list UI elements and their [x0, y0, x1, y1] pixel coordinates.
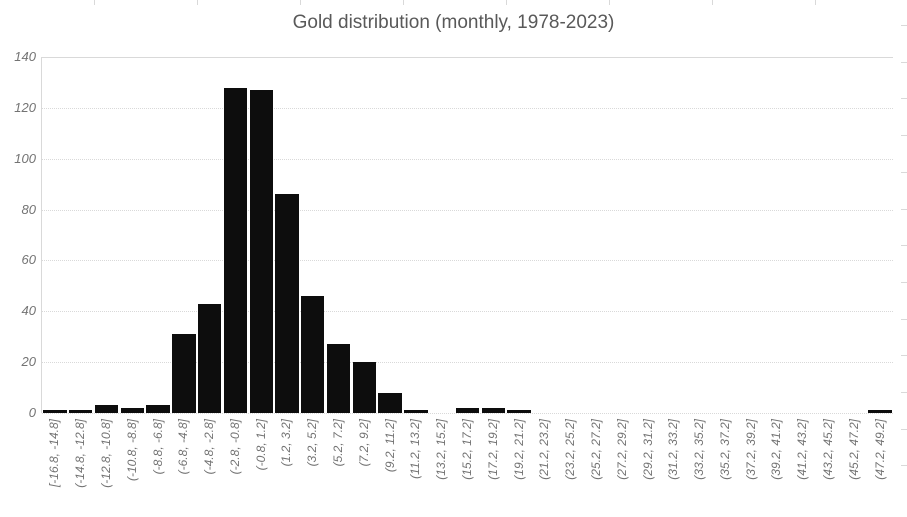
top-edge-tick [197, 0, 198, 5]
x-axis-tick-label: (-14.8, -12.8] [73, 419, 88, 488]
x-axis-tick-label: (7.2, 9.2] [356, 419, 371, 467]
x-axis-tick-label: (-4.8, -2.8] [202, 419, 217, 475]
x-axis-tick-label: (43.2, 45.2] [821, 419, 836, 480]
x-axis-tick-label: [-16.8, -14.8] [47, 419, 62, 488]
x-axis-tick-label: (-12.8, -10.8] [98, 419, 113, 488]
histogram-bar[interactable] [249, 90, 273, 413]
right-edge-tick [901, 245, 907, 247]
x-axis-tick-label: (39.2, 41.2] [769, 419, 784, 480]
x-axis-tick-label: (15.2, 17.2] [460, 419, 474, 480]
top-edge-tick [609, 0, 610, 5]
top-edge-tick [506, 0, 507, 5]
x-axis-tick-label: (21.2, 23.2] [537, 419, 552, 480]
x-axis-tick-label: (31.2, 33.2] [666, 419, 681, 480]
histogram-bar[interactable] [404, 410, 428, 413]
x-axis-tick-label: (-10.8, -8.8] [124, 419, 139, 482]
top-edge-tick [815, 0, 816, 5]
right-edge-tick [901, 25, 907, 26]
x-axis-tick-label: (3.2, 5.2] [305, 419, 320, 467]
histogram-bar[interactable] [455, 407, 480, 413]
right-edge-tick [901, 465, 907, 467]
top-edge-tick [403, 0, 404, 5]
histogram-bar[interactable] [378, 392, 402, 413]
histogram-bar[interactable] [352, 362, 377, 413]
x-axis-tick-label: (27.2, 29.2] [614, 419, 629, 480]
chart-title: Gold distribution (monthly, 1978-2023) [292, 12, 615, 33]
histogram-bar[interactable] [43, 410, 67, 413]
gridline [42, 57, 893, 58]
gridline [42, 413, 893, 414]
histogram-bar[interactable] [507, 410, 531, 413]
right-edge-tick [901, 392, 907, 393]
x-axis-tick-label: (41.2, 43.2] [795, 419, 810, 480]
top-edge-tick [712, 0, 713, 5]
histogram-bar[interactable] [223, 87, 248, 413]
histogram-bar[interactable] [172, 334, 196, 413]
x-axis-tick-label: (17.2, 19.2] [485, 419, 500, 480]
top-edge-tick [300, 0, 301, 5]
right-edge-tick [901, 61, 907, 63]
gridline [42, 107, 893, 109]
x-axis-tick-label: (33.2, 35.2] [692, 419, 707, 480]
right-edge-tick [901, 98, 907, 100]
y-axis-tick-label: 20 [21, 354, 36, 370]
x-axis-tick-label: (45.2, 47.2] [846, 419, 861, 480]
right-edge-tick [901, 318, 907, 320]
x-axis-tick-label: (-2.8, -0.8] [227, 419, 242, 475]
right-edge-tick [901, 171, 907, 173]
x-axis-tick-label: (-8.8, -6.8] [150, 419, 165, 475]
x-axis-tick-label: (35.2, 37.2] [717, 419, 732, 480]
gridline [42, 362, 893, 364]
y-axis-tick-label: 100 [14, 150, 36, 166]
histogram-bar[interactable] [481, 407, 505, 413]
histogram-bar[interactable] [275, 194, 299, 413]
histogram-bar[interactable] [301, 296, 325, 413]
right-edge-tick [901, 135, 907, 137]
right-edge-tick [901, 428, 907, 430]
gridline [42, 260, 893, 262]
x-axis-tick-label: (11.2, 13.2] [408, 419, 423, 479]
x-axis-tick-label: (29.2, 31.2] [640, 419, 655, 480]
histogram-bar[interactable] [197, 303, 222, 413]
x-axis-tick-label: (37.2, 39.2] [743, 419, 758, 480]
y-axis-tick-label: 60 [21, 252, 36, 268]
gridline [42, 158, 893, 160]
x-axis-tick-label: (25.2, 27.2] [588, 419, 603, 480]
x-axis-tick-label: (5.2, 7.2] [331, 419, 346, 467]
top-edge-tick [94, 0, 95, 5]
x-axis-tick-label: (47.2, 49.2] [872, 419, 887, 480]
x-axis-tick-label: (23.2, 25.2] [563, 419, 578, 480]
y-axis-tick-label: 140 [14, 49, 36, 64]
gridline [42, 209, 893, 211]
right-edge-tick [901, 208, 907, 210]
x-axis-tick-label: (13.2, 15.2] [434, 419, 449, 480]
x-axis-tick-label: (-0.8, 1.2] [253, 419, 268, 471]
y-axis-tick-label: 80 [21, 201, 36, 217]
histogram-bar[interactable] [326, 344, 351, 413]
histogram-bar[interactable] [146, 405, 170, 413]
histogram-bar[interactable] [868, 410, 892, 413]
x-axis-tick-label: (19.2, 21.2] [511, 419, 526, 480]
right-edge-tick [901, 355, 907, 357]
histogram-bar[interactable] [94, 405, 119, 413]
y-axis-tick-label: 0 [28, 405, 36, 420]
gridline [42, 311, 893, 313]
x-axis-tick-label: (1.2, 3.2] [279, 419, 294, 467]
y-axis-tick-label: 40 [21, 303, 36, 319]
y-axis-tick-label: 120 [14, 99, 36, 115]
right-edge-tick [901, 281, 907, 283]
y-axis-line [41, 57, 42, 413]
x-axis-tick-label: (9.2, 11.2] [382, 419, 397, 473]
histogram-bar[interactable] [68, 410, 93, 413]
x-axis-tick-label: (-6.8, -4.8] [176, 419, 191, 475]
histogram-bar[interactable] [120, 407, 144, 413]
